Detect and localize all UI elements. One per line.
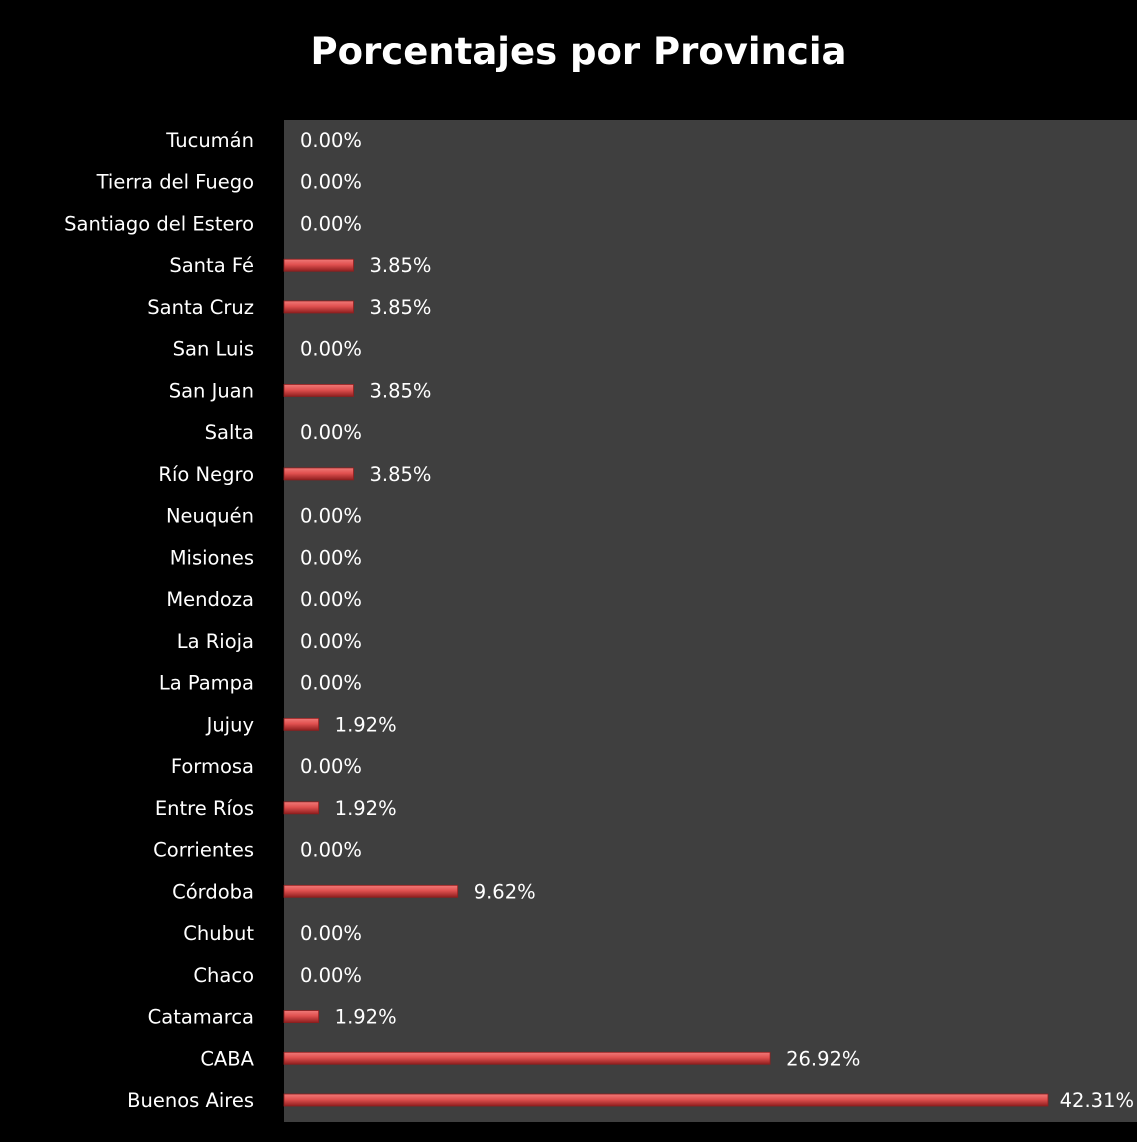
data-label: 3.85% [370, 296, 432, 319]
data-label: 1.92% [335, 797, 397, 820]
bar [283, 801, 320, 815]
category-label: Río Negro [158, 463, 254, 486]
category-label: San Luis [173, 338, 254, 361]
bar [283, 300, 354, 314]
data-label: 0.00% [300, 588, 362, 611]
category-label: Neuquén [166, 505, 254, 528]
data-label: 26.92% [786, 1047, 860, 1070]
data-label: 42.31% [1060, 1089, 1134, 1112]
category-label: San Juan [169, 379, 254, 402]
category-label: Buenos Aires [127, 1089, 254, 1112]
category-label: Misiones [170, 546, 254, 569]
plot-area [284, 120, 1137, 1122]
category-label: Tucumán [165, 129, 254, 152]
data-label: 0.00% [300, 421, 362, 444]
data-label: 0.00% [300, 129, 362, 152]
category-label: Tierra del Fuego [96, 171, 254, 194]
category-label: Santa Cruz [147, 296, 254, 319]
category-label: CABA [200, 1047, 254, 1070]
data-label: 0.00% [300, 505, 362, 528]
category-label: Corrientes [153, 839, 254, 862]
bar [283, 467, 354, 481]
category-label: La Pampa [159, 672, 254, 695]
bar [283, 258, 354, 272]
category-label: Entre Ríos [155, 797, 254, 820]
category-label: Mendoza [166, 588, 254, 611]
bar [283, 1051, 771, 1065]
data-label: 0.00% [300, 964, 362, 987]
data-label: 3.85% [370, 379, 432, 402]
data-label: 0.00% [300, 630, 362, 653]
category-label: Salta [205, 421, 254, 444]
category-label: La Rioja [177, 630, 254, 653]
bar [283, 884, 459, 898]
category-label: Chubut [183, 922, 254, 945]
data-label: 0.00% [300, 672, 362, 695]
data-label: 0.00% [300, 755, 362, 778]
data-label: 9.62% [474, 880, 536, 903]
bar [283, 717, 320, 731]
chart-title: Porcentajes por Provincia [310, 30, 847, 73]
data-label: 0.00% [300, 922, 362, 945]
bar [283, 1093, 1049, 1107]
data-label: 0.00% [300, 171, 362, 194]
data-label: 1.92% [335, 1006, 397, 1029]
data-label: 3.85% [370, 463, 432, 486]
category-label: Chaco [193, 964, 254, 987]
data-label: 0.00% [300, 546, 362, 569]
category-label: Catamarca [148, 1006, 254, 1029]
category-label: Jujuy [205, 713, 254, 736]
category-label: Formosa [171, 755, 254, 778]
category-label: Santa Fé [169, 254, 254, 277]
data-label: 0.00% [300, 212, 362, 235]
bar [283, 1010, 320, 1023]
data-label: 1.92% [335, 713, 397, 736]
data-label: 3.85% [370, 254, 432, 277]
data-label: 0.00% [300, 338, 362, 361]
data-label: 0.00% [300, 839, 362, 862]
category-label: Santiago del Estero [64, 212, 254, 235]
category-label: Córdoba [172, 880, 254, 903]
bar [283, 384, 354, 397]
